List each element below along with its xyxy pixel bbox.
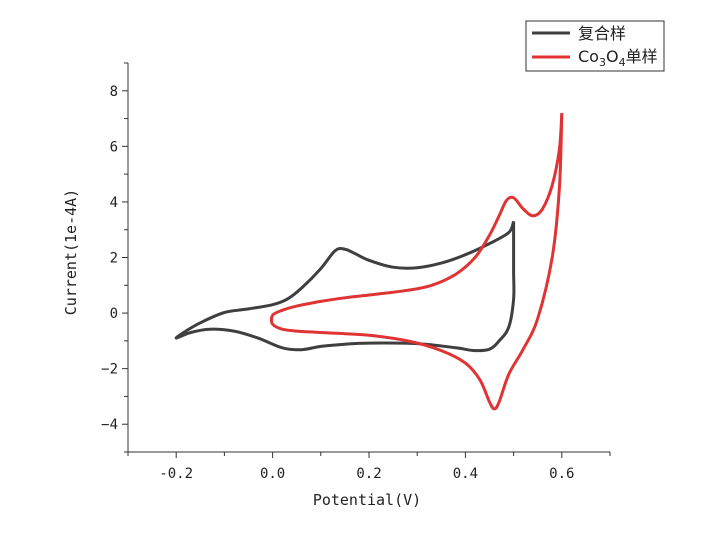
x-tick-label: 0.2 xyxy=(356,466,381,482)
x-tick-label: 0.0 xyxy=(260,466,285,482)
x-axis-ticks: -0.2 0.0 0.2 0.4 0.6 xyxy=(127,452,611,482)
legend-label-co3o4-sub-3: 3 xyxy=(599,56,606,69)
y-axis-label: Current(1e-4A) xyxy=(62,189,80,315)
legend-label-co3o4-sub-4: 4 xyxy=(619,56,626,69)
legend-label-composite: 复合样 xyxy=(578,24,626,43)
y-tick-label: 0 xyxy=(110,306,118,322)
axes: -0.2 0.0 0.2 0.4 0.6 −4 −2 0 2 4 6 8 xyxy=(101,62,611,482)
y-tick-label: 6 xyxy=(110,139,118,155)
legend-label-co3o4: Co3O4单样 xyxy=(578,47,658,69)
y-tick-label: −2 xyxy=(101,362,118,378)
y-axis-ticks: −4 −2 0 2 4 6 8 xyxy=(101,62,128,453)
series-line-composite xyxy=(174,220,516,353)
legend-box xyxy=(525,20,665,72)
y-tick-label: −4 xyxy=(101,417,118,433)
legend-label-co3o4-part-o: O xyxy=(606,47,619,66)
series-line-co3o4 xyxy=(269,112,564,411)
legend-label-co3o4-part-suffix: 单样 xyxy=(626,47,658,66)
plot-area xyxy=(174,112,564,411)
y-tick-label: 8 xyxy=(110,84,118,100)
x-tick-label: 0.4 xyxy=(453,466,478,482)
y-tick-label: 4 xyxy=(110,195,118,211)
legend: 复合样 Co3O4单样 xyxy=(525,20,665,72)
legend-label-co3o4-part-co: Co xyxy=(578,47,599,66)
x-tick-label: -0.2 xyxy=(159,466,193,482)
y-tick-label: 2 xyxy=(110,251,118,267)
x-axis-label: Potential(V) xyxy=(313,491,421,509)
x-tick-label: 0.6 xyxy=(549,466,574,482)
